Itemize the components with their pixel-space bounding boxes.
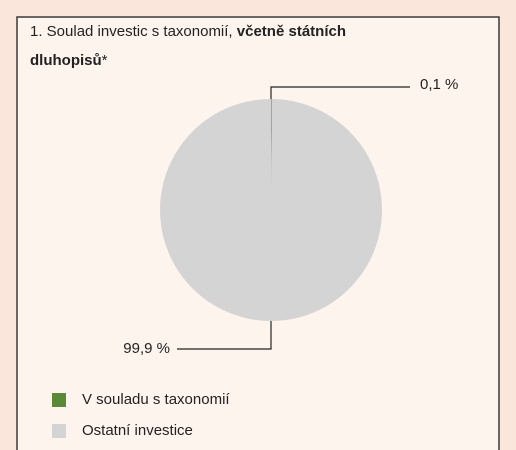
data-label: 99,9 % [123,340,170,357]
legend-label: V souladu s taxonomií [82,391,230,408]
legend-swatch [52,393,66,407]
title-part: * [102,52,108,69]
pie-slice [160,99,383,321]
leader-line [270,86,410,99]
title-part: včetně státních [237,23,346,40]
legend-label: Ostatní investice [82,422,193,439]
legend-swatch [52,424,66,438]
title-part: dluhopisů [30,52,102,69]
chart-title: dluhopisů* [30,52,108,69]
leader-line [177,321,272,350]
pie-slice [271,99,272,210]
data-label: 0,1 % [420,76,458,93]
title-part: 1. Soulad investic s taxonomií, [30,23,233,40]
chart-title: 1. Soulad investic s taxonomií, včetně s… [30,23,346,40]
